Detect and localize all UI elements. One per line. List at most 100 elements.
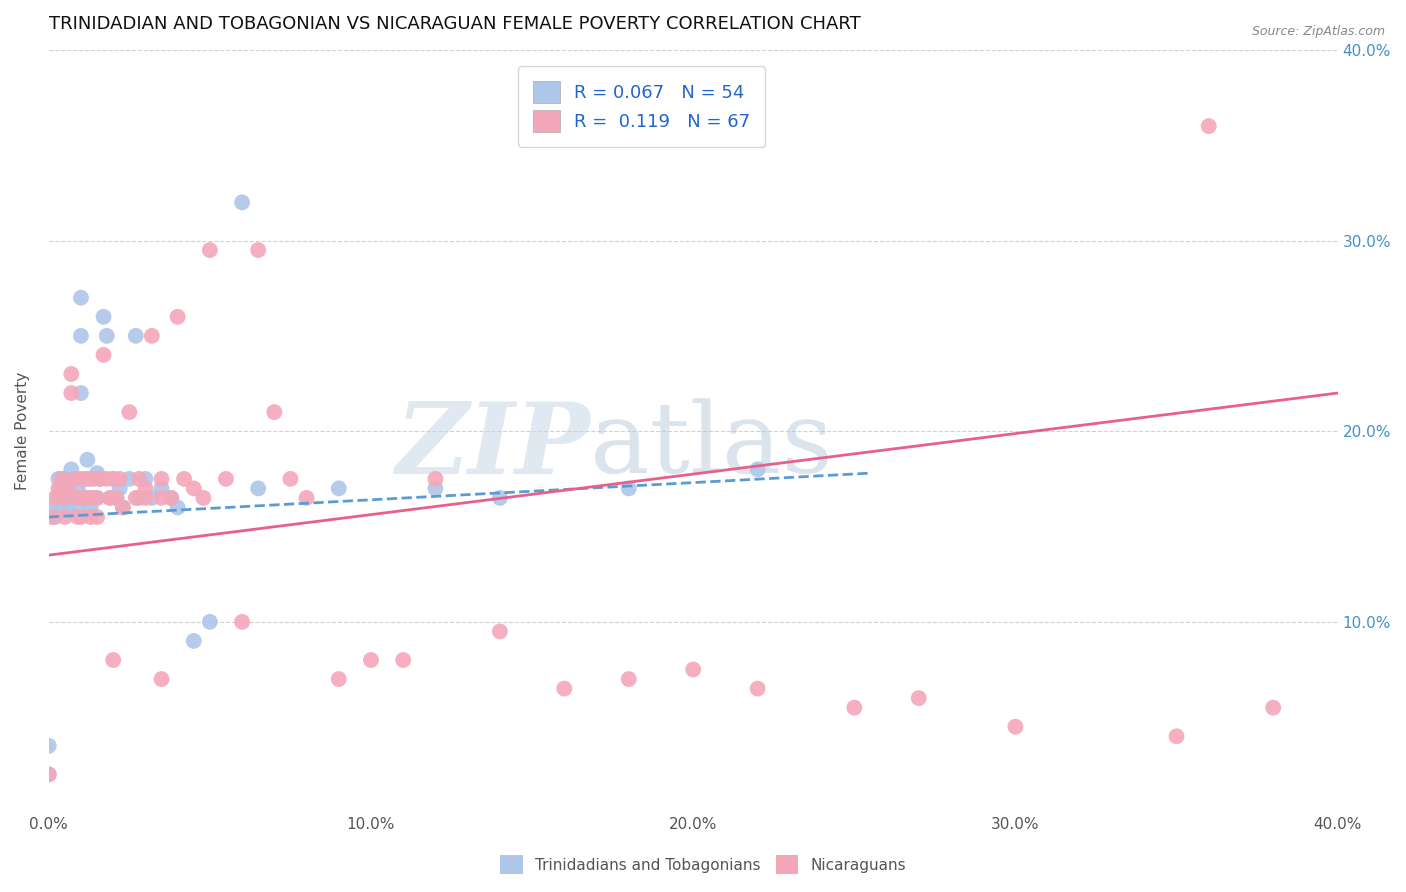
Point: [128, 491, 150, 505]
Text: TRINIDADIAN AND TOBAGONIAN VS NICARAGUAN FEMALE POVERTY CORRELATION CHART: TRINIDADIAN AND TOBAGONIAN VS NICARAGUAN…: [49, 15, 860, 33]
Point: [134, 491, 156, 505]
Point: [553, 681, 575, 696]
Point: [247, 482, 270, 496]
Point: [160, 491, 183, 505]
Point: [96, 329, 118, 343]
Point: [617, 482, 640, 496]
Point: [215, 472, 238, 486]
Point: [125, 329, 148, 343]
Point: [86, 466, 108, 480]
Point: [48, 472, 70, 486]
Point: [103, 472, 125, 486]
Point: [489, 624, 512, 639]
Point: [60, 491, 83, 505]
Point: [328, 672, 350, 686]
Point: [56, 482, 79, 496]
Point: [89, 472, 111, 486]
Point: [48, 491, 70, 505]
Point: [489, 491, 512, 505]
Point: [160, 491, 183, 505]
Point: [93, 348, 115, 362]
Point: [247, 243, 270, 257]
Point: [38, 767, 60, 781]
Point: [98, 491, 121, 505]
Point: [60, 386, 83, 401]
Point: [166, 310, 188, 324]
Point: [66, 491, 89, 505]
Point: [73, 472, 96, 486]
Point: [150, 491, 173, 505]
Point: [295, 491, 318, 505]
Point: [70, 329, 93, 343]
Point: [118, 472, 141, 486]
Point: [51, 500, 73, 515]
Point: [747, 462, 769, 476]
Point: [56, 482, 79, 496]
Point: [70, 510, 93, 524]
Text: ZIP: ZIP: [395, 398, 591, 495]
Point: [44, 510, 66, 524]
Point: [93, 310, 115, 324]
Point: [70, 291, 93, 305]
Point: [38, 767, 60, 781]
Point: [1166, 729, 1188, 743]
Point: [173, 472, 195, 486]
Point: [53, 472, 76, 486]
Point: [66, 510, 89, 524]
Point: [60, 462, 83, 476]
Point: [79, 472, 101, 486]
Point: [617, 672, 640, 686]
Point: [76, 491, 98, 505]
Point: [150, 482, 173, 496]
Point: [1004, 720, 1026, 734]
Point: [98, 491, 121, 505]
Point: [89, 472, 111, 486]
Point: [280, 472, 302, 486]
Point: [83, 491, 105, 505]
Point: [231, 615, 253, 629]
Point: [193, 491, 215, 505]
Point: [86, 510, 108, 524]
Point: [141, 491, 163, 505]
Text: atlas: atlas: [591, 399, 832, 494]
Point: [63, 472, 86, 486]
Point: [844, 700, 866, 714]
Point: [76, 452, 98, 467]
Point: [105, 491, 128, 505]
Point: [70, 386, 93, 401]
Point: [111, 500, 134, 515]
Point: [198, 243, 221, 257]
Point: [41, 500, 63, 515]
Point: [108, 472, 131, 486]
Point: [66, 500, 89, 515]
Point: [38, 739, 60, 753]
Point: [183, 482, 205, 496]
Point: [1198, 119, 1220, 133]
Point: [1263, 700, 1285, 714]
Point: [86, 491, 108, 505]
Point: [134, 482, 156, 496]
Point: [128, 472, 150, 486]
Point: [76, 472, 98, 486]
Point: [66, 482, 89, 496]
Point: [125, 491, 148, 505]
Point: [105, 491, 128, 505]
Point: [53, 491, 76, 505]
Text: Source: ZipAtlas.com: Source: ZipAtlas.com: [1251, 25, 1385, 38]
Point: [198, 615, 221, 629]
Point: [150, 472, 173, 486]
Point: [63, 491, 86, 505]
Point: [263, 405, 285, 419]
Legend: R = 0.067   N = 54, R =  0.119   N = 67: R = 0.067 N = 54, R = 0.119 N = 67: [519, 67, 765, 146]
Point: [60, 367, 83, 381]
Point: [53, 510, 76, 524]
Point: [44, 491, 66, 505]
Point: [79, 510, 101, 524]
Point: [328, 482, 350, 496]
Point: [51, 482, 73, 496]
Legend: Trinidadians and Tobagonians, Nicaraguans: Trinidadians and Tobagonians, Nicaraguan…: [494, 849, 912, 880]
Point: [51, 472, 73, 486]
Point: [53, 491, 76, 505]
Point: [118, 405, 141, 419]
Point: [425, 482, 447, 496]
